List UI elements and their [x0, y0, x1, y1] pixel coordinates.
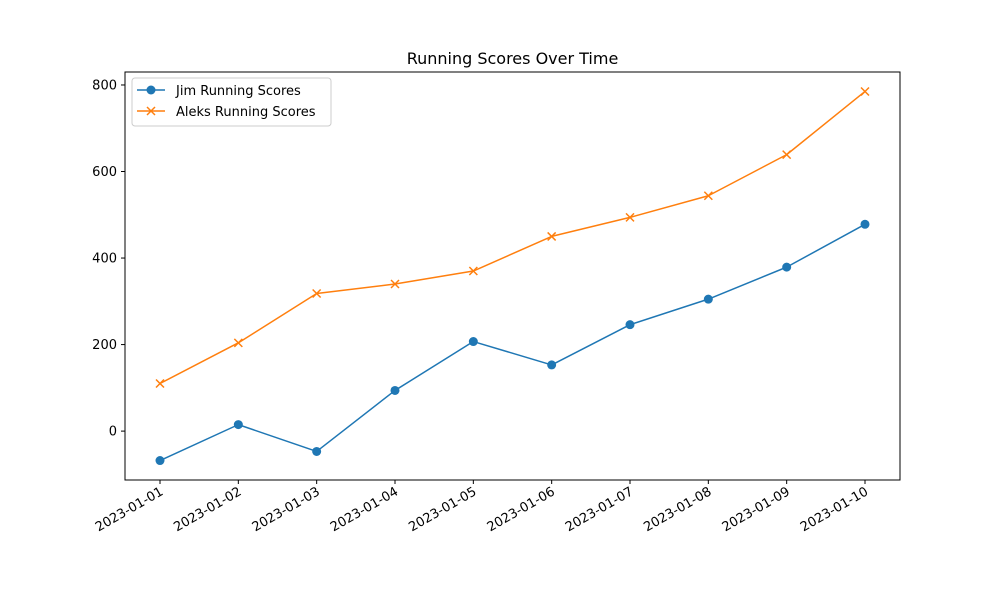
legend-entry-jim: Jim Running Scores — [137, 84, 301, 99]
data-point — [703, 191, 713, 201]
data-point — [860, 86, 870, 97]
series-jim — [155, 219, 870, 466]
plot-area — [124, 71, 901, 481]
legend-box — [131, 77, 332, 127]
legend-marker-x-icon — [146, 106, 156, 116]
data-point — [625, 320, 635, 330]
y-tick-label: 800 — [92, 78, 117, 93]
data-point — [233, 420, 243, 430]
data-point — [390, 385, 400, 395]
series-line — [159, 90, 866, 385]
data-point — [468, 337, 478, 347]
y-tick-label: 600 — [92, 165, 117, 180]
data-point — [155, 456, 165, 466]
series-aleks — [155, 86, 870, 389]
data-point — [547, 360, 557, 370]
y-tick-label: 400 — [92, 252, 117, 267]
chart-title: Running Scores Over Time — [407, 49, 619, 68]
legend-label-jim: Jim Running Scores — [175, 84, 301, 99]
data-point — [782, 150, 792, 160]
data-point — [625, 212, 635, 222]
legend-marker-circle-icon — [146, 85, 156, 95]
legend-entry-aleks: Aleks Running Scores — [137, 105, 316, 120]
data-point — [390, 279, 400, 289]
legend-label-aleks: Aleks Running Scores — [176, 105, 316, 120]
data-point — [155, 378, 165, 389]
legend: Jim Running Scores Aleks Running Scores — [131, 77, 332, 127]
data-point — [312, 446, 322, 456]
data-point — [312, 288, 322, 299]
series-layer — [155, 86, 870, 466]
data-point — [233, 338, 243, 348]
data-point — [547, 231, 557, 241]
axes-frame — [124, 71, 901, 481]
series-line — [159, 223, 866, 462]
y-axis: 0 200 400 600 800 — [92, 78, 125, 440]
y-tick-label: 0 — [109, 425, 117, 440]
data-point — [860, 219, 870, 229]
data-point — [468, 266, 478, 276]
data-point — [782, 262, 792, 272]
y-tick-label: 200 — [92, 338, 117, 353]
data-point — [703, 294, 713, 304]
